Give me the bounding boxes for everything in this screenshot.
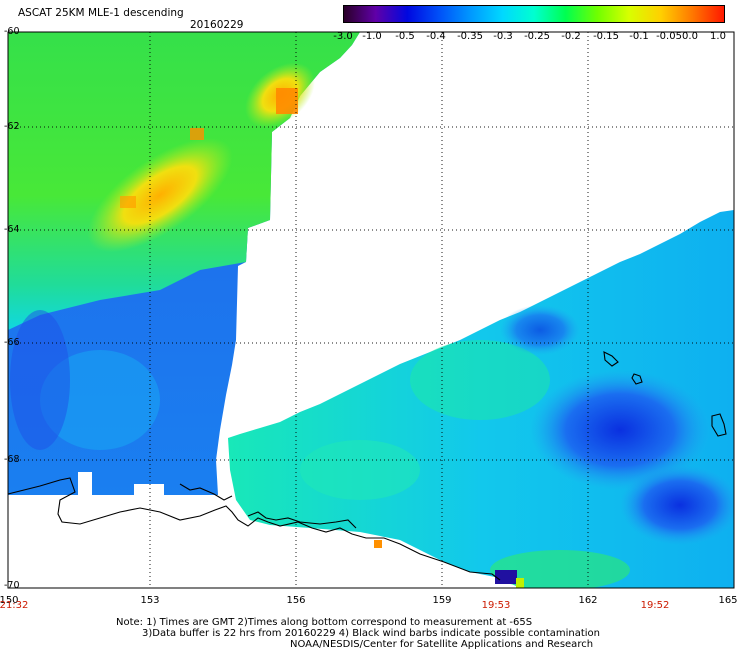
- lat-label: -64: [4, 224, 20, 235]
- colorbar-label: -3.0: [333, 31, 353, 42]
- plot-frame: [7, 31, 735, 589]
- chart-title: ASCAT 25KM MLE-1 descending: [18, 7, 184, 19]
- lat-label: -68: [4, 454, 20, 465]
- colorbar-label: -0.2: [561, 31, 581, 42]
- note-line-3: NOAA/NESDIS/Center for Satellite Applica…: [290, 639, 594, 650]
- colorbar-label: 0.0: [682, 31, 698, 42]
- colorbar: -3.0 -1.0 -0.5 -0.4 -0.35 -0.3 -0.25 -0.…: [333, 5, 726, 42]
- colorbar-label: -0.15: [593, 31, 619, 42]
- lon-label: 162: [578, 595, 598, 606]
- colorbar-label: -0.05: [656, 31, 682, 42]
- colorbar-label: 1.0: [710, 31, 726, 42]
- note-line-2: 3)Data buffer is 22 hrs from 20160229 4)…: [142, 628, 600, 639]
- lat-label: -66: [4, 337, 20, 348]
- colorbar-label: -0.35: [457, 31, 483, 42]
- lon-label: 153: [140, 595, 160, 606]
- lat-label: -70: [4, 580, 20, 591]
- chart-date: 20160229: [190, 19, 244, 31]
- colorbar-label: -0.25: [524, 31, 550, 42]
- colorbar-label: -0.3: [493, 31, 513, 42]
- colorbar-gradient: [344, 6, 724, 22]
- grid: [8, 32, 734, 588]
- lon-label: 159: [432, 595, 452, 606]
- colorbar-label: -0.1: [629, 31, 649, 42]
- lat-label: -62: [4, 121, 20, 132]
- lat-label: -60: [4, 26, 20, 37]
- time-label: 19:53: [481, 600, 511, 611]
- note-line-1: Note: 1) Times are GMT 2)Times along bot…: [116, 617, 533, 628]
- colorbar-swatches: [343, 5, 725, 23]
- lon-label: 165: [718, 595, 738, 606]
- coastline: [7, 351, 727, 581]
- time-label: 21:32: [0, 600, 29, 611]
- colorbar-label: -1.0: [362, 31, 382, 42]
- colorbar-label: -0.4: [426, 31, 446, 42]
- time-label: 19:52: [640, 600, 670, 611]
- lon-label: 156: [286, 595, 306, 606]
- colorbar-label: -0.5: [395, 31, 415, 42]
- lon-label: 150: [0, 595, 19, 606]
